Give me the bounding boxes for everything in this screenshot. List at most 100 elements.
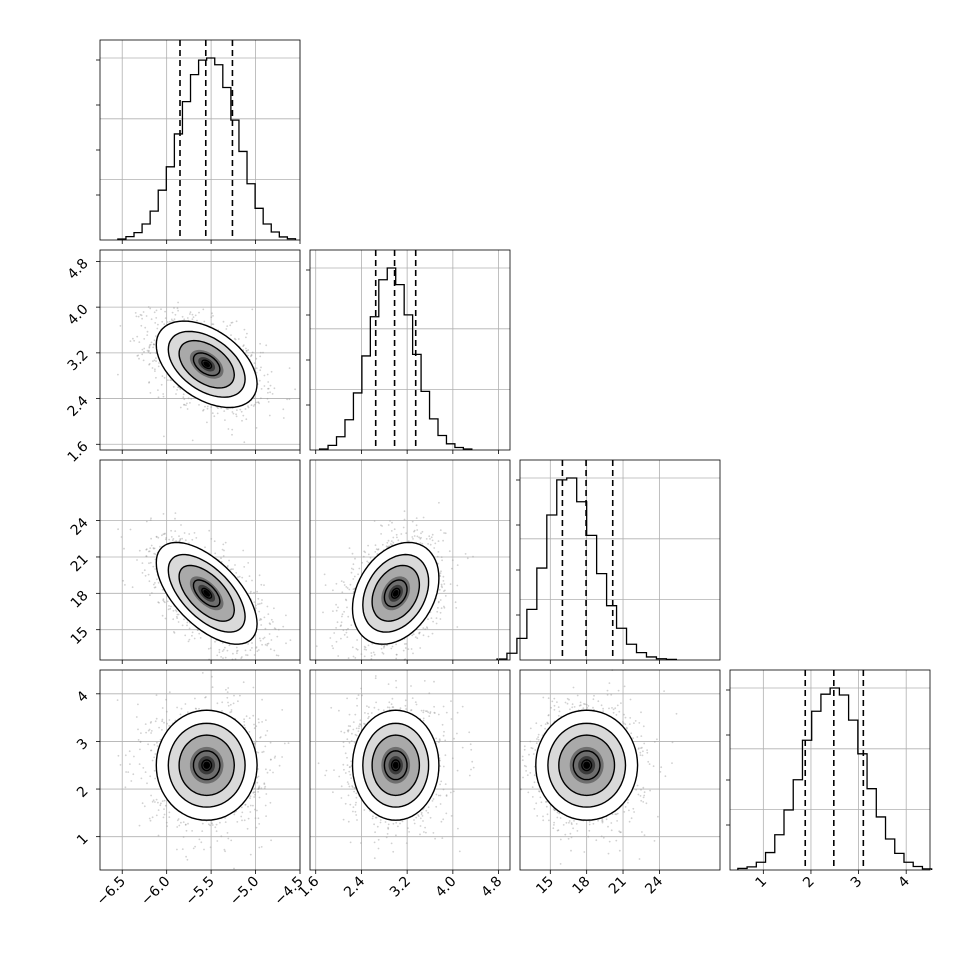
sample-point: [252, 686, 255, 689]
sample-point: [259, 369, 262, 372]
sample-point: [172, 618, 175, 621]
hist-panel-1: [306, 249, 511, 454]
sample-point: [210, 316, 213, 319]
sample-point: [258, 603, 261, 605]
sample-point: [173, 318, 176, 321]
sample-point: [140, 777, 143, 780]
sample-point: [240, 657, 243, 659]
sample-point: [340, 580, 343, 582]
sample-point: [119, 764, 122, 766]
sample-point: [351, 646, 354, 649]
sample-point: [260, 388, 263, 390]
sample-point: [181, 537, 184, 540]
sample-point: [125, 771, 127, 773]
sample-point: [154, 720, 157, 723]
sample-point: [246, 654, 249, 657]
sample-point: [259, 351, 262, 354]
sample-point: [180, 524, 182, 526]
sample-point: [395, 533, 398, 536]
sample-point: [332, 647, 334, 650]
sample-point: [407, 540, 410, 542]
sample-point: [184, 539, 187, 542]
sample-point: [198, 311, 200, 314]
sample-point: [235, 413, 238, 416]
sample-point: [148, 349, 150, 352]
sample-point: [249, 592, 252, 595]
sample-point: [420, 536, 422, 539]
sample-point: [174, 530, 177, 532]
sample-point: [340, 621, 343, 624]
sample-point: [189, 402, 191, 404]
sample-point: [403, 518, 406, 521]
sample-point: [395, 657, 398, 660]
sample-point: [221, 710, 223, 712]
sample-point: [229, 324, 232, 327]
scatter-panel-1-0: 1.62.43.24.04.8: [65, 249, 301, 466]
sample-point: [193, 532, 196, 534]
sample-point: [245, 347, 247, 350]
sample-point: [230, 839, 233, 842]
sample-point: [440, 585, 443, 588]
sample-point: [433, 547, 436, 549]
y-tick-label: 18: [68, 588, 92, 612]
sample-point: [416, 637, 419, 640]
sample-point: [332, 589, 334, 592]
sample-point: [149, 594, 151, 597]
sample-point: [264, 785, 267, 788]
sample-point: [151, 816, 154, 819]
sample-point: [164, 538, 167, 541]
sample-point: [345, 631, 348, 634]
sample-point: [241, 576, 244, 579]
sample-point: [201, 830, 204, 832]
sample-point: [160, 383, 163, 386]
sample-point: [443, 605, 445, 608]
sample-point: [383, 645, 386, 647]
sample-point: [152, 583, 155, 586]
sample-point: [169, 379, 172, 381]
panel-frame: [99, 39, 301, 241]
sample-point: [261, 643, 263, 646]
sample-point: [395, 653, 398, 656]
sample-point: [337, 606, 339, 609]
sample-point: [346, 606, 348, 609]
sample-point: [151, 592, 153, 594]
sample-point: [168, 811, 171, 814]
sample-point: [124, 754, 127, 757]
sample-point: [260, 602, 263, 605]
sample-point: [264, 745, 267, 748]
sample-point: [133, 339, 136, 342]
sample-point: [438, 588, 441, 591]
sample-point: [156, 578, 158, 581]
sample-point: [439, 575, 442, 577]
sample-point: [176, 826, 179, 828]
sample-point: [413, 535, 416, 537]
sample-point: [173, 631, 175, 633]
sample-point: [153, 743, 156, 746]
sample-point: [163, 435, 165, 438]
sample-point: [201, 672, 204, 674]
sample-point: [267, 642, 270, 645]
sample-point: [224, 646, 226, 649]
sample-point: [161, 614, 164, 617]
sample-point: [120, 536, 123, 538]
sample-point: [189, 313, 191, 315]
sample-point: [149, 561, 152, 564]
sample-point: [258, 823, 261, 825]
sample-point: [162, 816, 165, 819]
sample-point: [410, 648, 413, 650]
sample-point: [157, 834, 160, 837]
sample-point: [136, 559, 138, 561]
sample-point: [277, 654, 280, 657]
sample-point: [138, 549, 141, 552]
sample-point: [232, 412, 235, 415]
sample-point: [251, 308, 254, 311]
sample-point: [387, 539, 390, 542]
sample-point: [431, 539, 434, 542]
sample-point: [177, 621, 180, 623]
sample-point: [209, 647, 212, 649]
sample-point: [421, 542, 424, 545]
sample-point: [255, 367, 258, 370]
sample-point: [227, 408, 229, 410]
